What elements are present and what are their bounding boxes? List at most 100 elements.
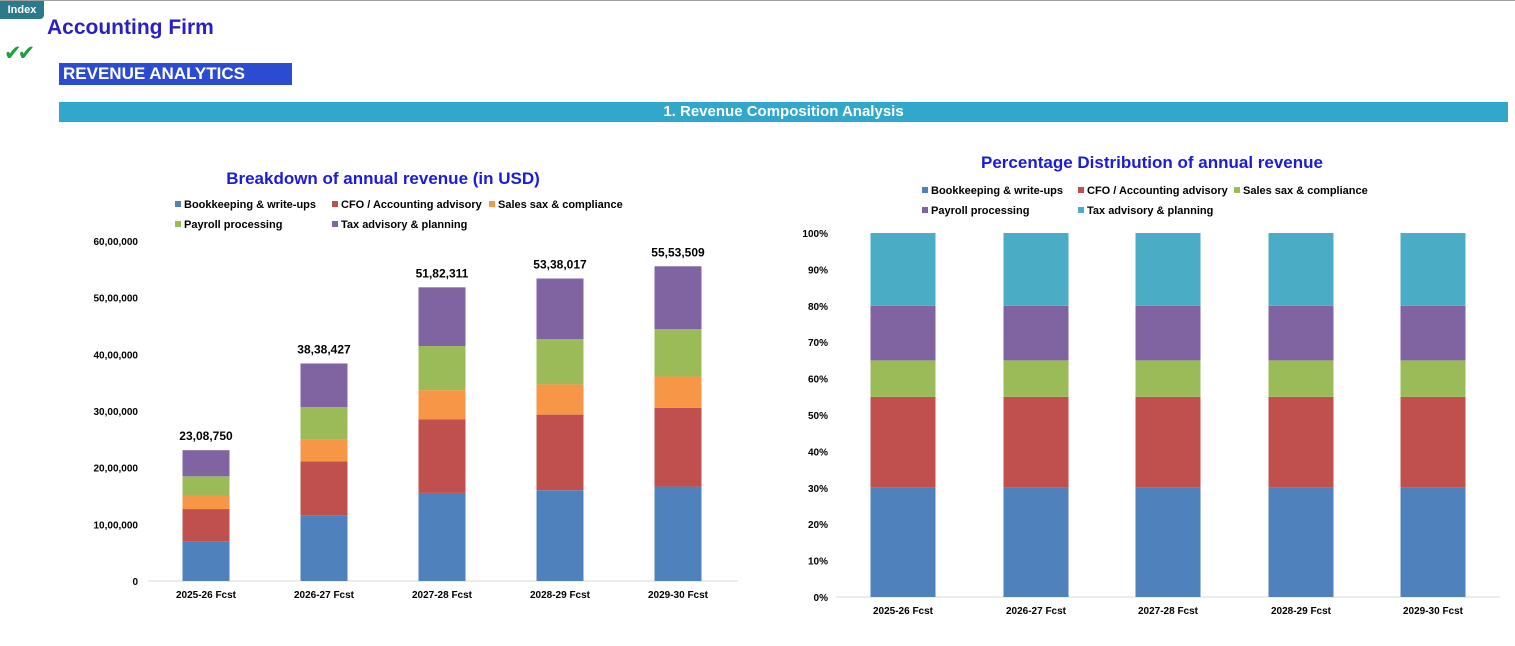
- y-tick-label: 70%: [808, 338, 828, 349]
- x-tick-label: 2028-29 Fcst: [1271, 606, 1332, 617]
- x-tick-label: 2025-26 Fcst: [176, 590, 237, 601]
- bar-segment: [182, 495, 230, 510]
- legend-swatch: [332, 221, 338, 227]
- chart-title: Breakdown of annual revenue (in USD): [226, 169, 540, 188]
- bar-segment: [182, 450, 230, 477]
- bar-segment: [1003, 396, 1069, 488]
- total-data-label: 51,82,311: [416, 266, 469, 280]
- x-tick-label: 2029-30 Fcst: [648, 590, 709, 601]
- bar-segment: [1135, 487, 1201, 597]
- legend-swatch: [1078, 187, 1084, 193]
- bar-segment: [1268, 487, 1334, 597]
- bar-segment: [182, 541, 230, 581]
- legend-swatch: [332, 201, 338, 207]
- index-button[interactable]: Index: [0, 1, 44, 19]
- y-tick-label: 0: [132, 577, 138, 588]
- y-tick-label: 20%: [808, 520, 828, 531]
- legend-entry: Payroll processing: [184, 219, 282, 231]
- bar-segment: [1400, 233, 1466, 306]
- legend-entry: Bookkeeping & write-ups: [184, 199, 316, 211]
- chart-1: Breakdown of annual revenue (in USD) Book…: [94, 169, 738, 601]
- legend-entry: Sales sax & compliance: [1243, 185, 1368, 197]
- bar-segment: [300, 515, 348, 581]
- bar-segment: [300, 461, 348, 516]
- bar-segment: [300, 363, 348, 407]
- legend-swatch: [922, 187, 928, 193]
- x-tick-label: 2025-26 Fcst: [873, 606, 934, 617]
- y-tick-label: 40%: [808, 447, 828, 458]
- subsection-header: 1. Revenue Composition Analysis: [59, 102, 1508, 122]
- bar-segment: [418, 390, 466, 420]
- bar-segment: [536, 490, 584, 581]
- top-divider: [0, 0, 1515, 1]
- bar-segment: [1268, 233, 1334, 306]
- y-tick-label: 60%: [808, 375, 828, 386]
- legend-swatch: [489, 201, 495, 207]
- x-tick-label: 2029-30 Fcst: [1403, 606, 1464, 617]
- y-tick-label: 0%: [814, 593, 829, 604]
- section-title: REVENUE ANALYTICS: [59, 63, 292, 85]
- bar-segment: [536, 278, 584, 340]
- y-tick-label: 100%: [802, 229, 828, 240]
- legend-swatch: [1234, 187, 1240, 193]
- y-tick-label: 10%: [808, 557, 828, 568]
- bar-segment: [1003, 360, 1069, 397]
- legend-swatch: [1078, 207, 1084, 213]
- bar-segment: [1400, 305, 1466, 361]
- bar-segment: [182, 476, 230, 496]
- double-check-icon: ✔✔: [4, 41, 35, 65]
- bar-segment: [1268, 305, 1334, 361]
- bar-segment: [1003, 305, 1069, 361]
- legend-entry: Bookkeeping & write-ups: [931, 185, 1063, 197]
- bar-segment: [1268, 396, 1334, 488]
- total-data-label: 53,38,017: [533, 258, 587, 272]
- y-tick-label: 80%: [808, 302, 828, 313]
- y-tick-label: 40,00,000: [94, 350, 139, 361]
- legend-entry: Sales sax & compliance: [498, 199, 623, 211]
- y-tick-label: 60,00,000: [94, 237, 139, 248]
- legend-swatch: [175, 201, 181, 207]
- bar-segment: [1135, 396, 1201, 488]
- bar-segment: [1400, 360, 1466, 397]
- x-tick-label: 2027-28 Fcst: [1138, 606, 1199, 617]
- bar-segment: [1400, 487, 1466, 597]
- bar-segment: [536, 414, 584, 491]
- bar-segment: [1400, 396, 1466, 488]
- bar-segment: [418, 287, 466, 347]
- legend-entry: Tax advisory & planning: [341, 219, 467, 231]
- x-tick-label: 2026-27 Fcst: [1006, 606, 1067, 617]
- legend-entry: CFO / Accounting advisory: [1087, 185, 1229, 197]
- bar-segment: [870, 396, 936, 488]
- chart-title: Percentage Distribution of annual revenu…: [981, 153, 1323, 172]
- x-tick-label: 2027-28 Fcst: [412, 590, 473, 601]
- bar-segment: [300, 439, 348, 462]
- bar-segment: [654, 329, 702, 377]
- legend-entry: Tax advisory & planning: [1087, 205, 1213, 217]
- y-tick-label: 50%: [808, 411, 828, 422]
- bar-segment: [870, 487, 936, 597]
- bar-segment: [654, 486, 702, 581]
- legend-entry: Payroll processing: [931, 205, 1029, 217]
- chart-2: Percentage Distribution of annual revenu…: [802, 153, 1500, 617]
- bar-segment: [1003, 233, 1069, 306]
- bar-segment: [418, 419, 466, 493]
- page-title: Accounting Firm: [47, 16, 214, 39]
- bar-segment: [418, 492, 466, 581]
- legend-swatch: [175, 221, 181, 227]
- bar-segment: [654, 376, 702, 408]
- bar-segment: [536, 384, 584, 415]
- y-tick-label: 50,00,000: [94, 294, 139, 305]
- y-tick-label: 90%: [808, 265, 828, 276]
- bar-segment: [1268, 360, 1334, 397]
- bar-segment: [654, 266, 702, 330]
- bar-segment: [1135, 305, 1201, 361]
- total-data-label: 55,53,509: [651, 245, 705, 259]
- legend-swatch: [922, 207, 928, 213]
- bar-segment: [870, 360, 936, 397]
- x-tick-label: 2026-27 Fcst: [294, 590, 355, 601]
- bar-segment: [870, 305, 936, 361]
- y-tick-label: 30,00,000: [94, 407, 139, 418]
- bar-segment: [870, 233, 936, 306]
- y-tick-label: 30%: [808, 484, 828, 495]
